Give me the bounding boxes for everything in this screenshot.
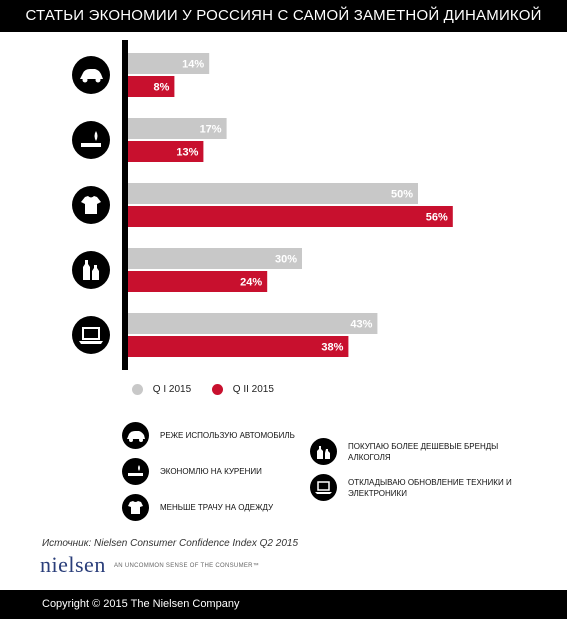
- smoking-icon: [72, 121, 110, 159]
- bar-q1-laptop: [128, 313, 378, 334]
- data-label-q1-smoking: 17%: [200, 124, 222, 136]
- bar-q1-car: [128, 53, 210, 74]
- tshirt-icon: [122, 494, 149, 521]
- chart-axis: [122, 40, 128, 370]
- key-label-clothes: МЕНЬШЕ ТРАЧУ НА ОДЕЖДУ: [160, 503, 274, 512]
- tshirt-icon: [72, 186, 110, 224]
- legend-swatch-q2: [212, 384, 223, 395]
- laptop-icon: [310, 474, 337, 501]
- bottles-icon: [310, 438, 337, 465]
- data-label-q2-bottles: 24%: [240, 277, 262, 289]
- legend-swatch-q1: [132, 384, 143, 395]
- brand-tagline: AN UNCOMMON SENSE OF THE CONSUMER™: [114, 563, 260, 569]
- data-label-q1-bottles: 30%: [275, 254, 297, 266]
- bar-q2-laptop: [128, 336, 349, 357]
- key-label-car: РЕЖЕ ИСПОЛЬЗУЮ АВТОМОБИЛЬ: [160, 431, 295, 440]
- key-label-smoking: ЭКОНОМЛЮ НА КУРЕНИИ: [160, 467, 262, 476]
- data-label-q1-car: 14%: [182, 59, 204, 71]
- chart-title: СТАТЬИ ЭКОНОМИИ У РОССИЯН С САМОЙ ЗАМЕТН…: [25, 7, 542, 24]
- car-icon: [72, 56, 110, 94]
- footer-copyright: Copyright © 2015 The Nielsen Company: [42, 598, 240, 610]
- legend-item-q1: Q I 2015: [132, 384, 191, 395]
- data-label-q2-car: 8%: [153, 82, 169, 94]
- bar-q2-tshirt: [128, 206, 453, 227]
- bottles-icon: [72, 251, 110, 289]
- key-label-tech: ОТКЛАДЫВАЮ ОБНОВЛЕНИЕ ТЕХНИКИ И ЭЛЕКТРОН…: [348, 478, 512, 498]
- car-icon: [122, 422, 149, 449]
- bar-q1-smoking: [128, 118, 227, 139]
- data-label-q1-laptop: 43%: [350, 319, 372, 331]
- legend-label-q1: Q I 2015: [152, 384, 192, 396]
- bar-chart: 14% 8% 17%13% 50% 56% 30% 24% 43% 38%: [72, 40, 453, 370]
- legend-item-q2: Q II 2015: [212, 384, 274, 395]
- bar-q1-bottles: [128, 248, 302, 269]
- key-label-alcohol: ПОКУПАЮ БОЛЕЕ ДЕШЕВЫЕ БРЕНДЫ АЛКОГОЛЯ: [348, 442, 499, 462]
- bar-q1-tshirt: [128, 183, 418, 204]
- smoking-icon: [122, 458, 149, 485]
- bar-q2-smoking: [128, 141, 204, 162]
- footer-bar: Copyright © 2015 The Nielsen Company: [0, 590, 567, 619]
- data-label-q1-tshirt: 50%: [391, 189, 413, 201]
- brand-logo: nielsen: [40, 552, 106, 577]
- source-note: Источник: Nielsen Consumer Confidence In…: [42, 538, 299, 549]
- legend-label-q2: Q II 2015: [232, 384, 274, 396]
- bar-q2-car: [128, 76, 175, 97]
- bar-q2-bottles: [128, 271, 268, 292]
- data-label-q2-smoking: 13%: [176, 147, 198, 159]
- laptop-icon: [72, 316, 110, 354]
- data-label-q2-laptop: 38%: [321, 342, 343, 354]
- chart-title-bar: СТАТЬИ ЭКОНОМИИ У РОССИЯН С САМОЙ ЗАМЕТН…: [0, 0, 567, 32]
- data-label-q2-tshirt: 56%: [426, 212, 448, 224]
